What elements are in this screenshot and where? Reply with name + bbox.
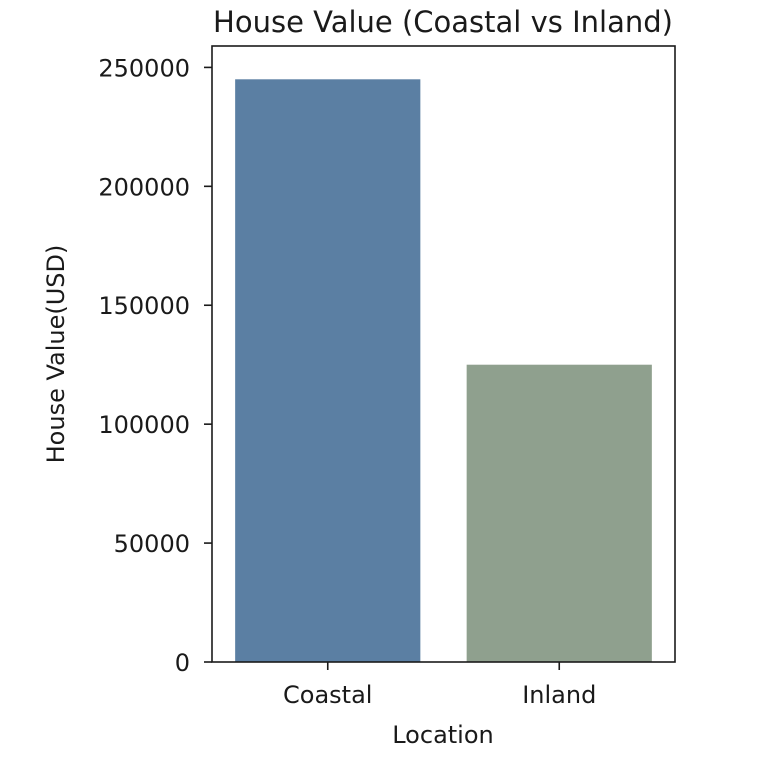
y-tick-label-250000: 250000 [98, 54, 190, 82]
y-tick-label-50000: 50000 [114, 530, 190, 558]
y-axis: 0 50000 100000 150000 200000 250000 [98, 54, 212, 677]
chart-title: House Value (Coastal vs Inland) [213, 5, 673, 39]
bar-inland [466, 364, 652, 662]
plot-frame [211, 45, 676, 663]
y-tick-label-200000: 200000 [98, 173, 190, 201]
y-tick-label-150000: 150000 [98, 292, 190, 320]
y-tick-label-0: 0 [175, 649, 190, 677]
x-tick-label-coastal: Coastal [283, 681, 372, 709]
y-axis-label: House Value(USD) [42, 245, 70, 464]
bar-coastal [235, 79, 421, 662]
x-axis: Coastal Inland [283, 662, 596, 709]
x-tick-label-inland: Inland [522, 681, 596, 709]
y-tick-label-100000: 100000 [98, 411, 190, 439]
x-axis-label: Location [392, 721, 494, 749]
bars-group [235, 79, 652, 662]
